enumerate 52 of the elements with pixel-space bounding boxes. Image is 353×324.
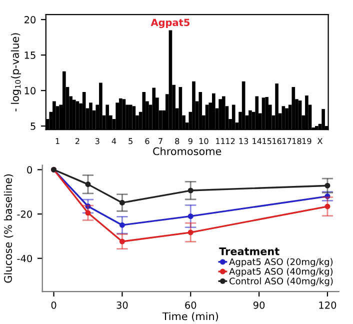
x-tick-label: 15 <box>262 138 272 144</box>
point <box>85 210 91 216</box>
x-tick-label: 6 <box>145 138 150 144</box>
y-tick-label: 10 <box>24 87 36 94</box>
legend-label: Control ASO (40mg/kg) <box>230 277 333 286</box>
x-tick-label: 16 <box>272 138 282 144</box>
x-tick-label: 8 <box>175 138 180 144</box>
x-tick-label: 60 <box>185 301 196 309</box>
annotation: Agpat5 <box>150 18 190 28</box>
x-tick-label: 11 <box>216 138 225 144</box>
x-tick-label: 17 <box>282 138 292 144</box>
point <box>119 200 125 206</box>
x-tick-label: 19 <box>302 138 312 144</box>
y-tick-label: 20 <box>24 16 36 24</box>
legend-label: Agpat5 ASO (40mg/kg) <box>229 268 333 277</box>
y-tick-label: 5 <box>30 122 36 130</box>
point <box>188 230 194 236</box>
x-tick-label: X <box>317 138 322 144</box>
point <box>188 188 194 194</box>
x-tick-label: 7 <box>158 138 162 144</box>
point <box>85 182 91 188</box>
y-tick-label: 15 <box>24 52 36 59</box>
x-axis-title: Chromosome <box>153 147 222 156</box>
y-tick-label: -40 <box>17 254 32 262</box>
legend-label: Agpat5 ASO (20mg/kg) <box>229 258 333 267</box>
point <box>324 204 330 210</box>
x-tick-label: 120 <box>319 301 336 309</box>
x-tick-label: 4 <box>112 138 116 144</box>
x-tick-label: 18 <box>292 138 302 144</box>
x-tick-label: 2 <box>75 138 80 144</box>
x-tick-label: 14 <box>252 138 262 144</box>
y-axis-title: Glucose (% baseline) <box>4 174 14 283</box>
x-tick-label: 90 <box>253 301 265 309</box>
x-tick-label: 1 <box>56 138 60 144</box>
x-tick-label: 3 <box>95 138 100 144</box>
x-tick-label: 13 <box>239 138 248 144</box>
x-tick-label: 10 <box>199 138 208 144</box>
x-axis-title: Time (min) <box>162 312 218 322</box>
point <box>324 182 330 188</box>
x-tick-label: 12 <box>226 138 235 144</box>
x-tick-label: 5 <box>128 138 132 144</box>
x-tick-label: 0 <box>51 301 56 309</box>
point <box>119 238 125 244</box>
point <box>188 213 194 220</box>
point <box>85 203 91 210</box>
legend-title: Treatment <box>219 248 280 256</box>
x-tick-label: 30 <box>116 301 128 309</box>
point <box>119 222 125 228</box>
x-tick-label: 9 <box>188 138 192 144</box>
y-axis-title: - log$_{10}$(p-value) <box>10 33 21 112</box>
y-tick-label: 0 <box>27 166 32 174</box>
y-tick-label: -20 <box>17 210 32 218</box>
